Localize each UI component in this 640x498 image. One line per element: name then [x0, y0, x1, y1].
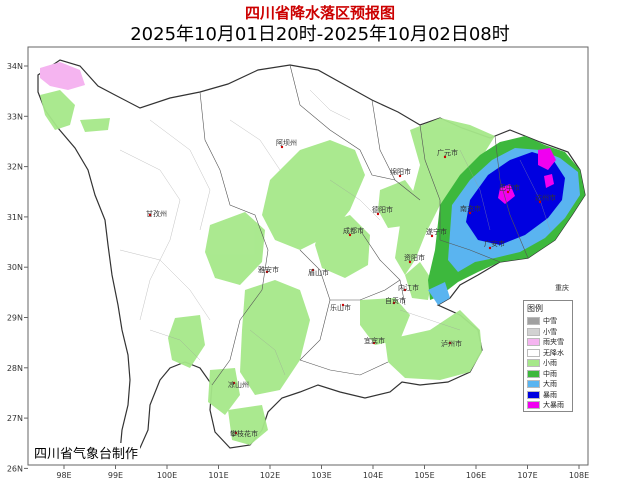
city-label: 广元市	[437, 148, 458, 157]
legend-label: 中雪	[543, 317, 557, 326]
legend-swatch	[527, 317, 540, 326]
rainstorm-area	[466, 152, 565, 245]
lon-tick-label: 100E	[157, 471, 177, 480]
latitude-ticks: 34N 33N 32N 31N 30N 29N 28N 27N 26N	[7, 62, 28, 473]
province-outline	[37, 59, 586, 453]
legend-swatch	[527, 359, 540, 368]
light-rain-area	[40, 90, 495, 445]
city-label: 宜宾市	[364, 336, 385, 345]
legend-item: 大雨	[524, 379, 572, 390]
lon-tick-label: 98E	[56, 471, 71, 480]
lon-tick-label: 106E	[466, 471, 486, 480]
legend-title: 图例	[527, 304, 543, 313]
city-label: 遂宁市	[426, 227, 447, 236]
prefecture-boundaries	[199, 64, 529, 386]
map-subtitle: 2025年10月01日20时-2025年10月02日08时	[130, 24, 510, 45]
city-label: 甘孜州	[146, 209, 167, 218]
legend-label: 无降水	[543, 348, 564, 357]
legend-label: 小雨	[543, 359, 557, 368]
city-label: 雅安市	[258, 265, 279, 274]
legend-label: 大暴雨	[543, 401, 564, 410]
city-label: 阿坝州	[276, 138, 297, 147]
legend: 图例 中雪 小雪雨夹雪 无降水小雨 中雨大雨 暴雨大暴雨	[523, 300, 573, 412]
legend-swatch	[527, 401, 540, 410]
legend-item: 小雨	[524, 358, 572, 369]
city-label: 泸州市	[441, 339, 462, 348]
lon-tick-label: 105E	[414, 471, 434, 480]
lat-tick-label: 29N	[7, 314, 23, 323]
city-label: 攀枝花市	[230, 429, 258, 438]
legend-label: 中雨	[543, 369, 557, 378]
legend-item: 无降水	[524, 348, 572, 359]
city-label: 眉山市	[308, 268, 329, 277]
legend-label: 大雨	[543, 380, 557, 389]
lon-tick-label: 99E	[108, 471, 123, 480]
city-label: 南充市	[460, 204, 481, 213]
legend-swatch	[527, 338, 540, 347]
lon-tick-label: 107E	[517, 471, 537, 480]
credit-text: 四川省气象台制作	[32, 443, 141, 462]
legend-label: 暴雨	[543, 390, 557, 399]
longitude-ticks: 98E 99E 100E 101E 102E 103E 104E 105E 106E 107E 10…	[56, 465, 589, 480]
city-label: 凉山州	[228, 380, 249, 389]
legend-swatch	[527, 390, 540, 399]
lat-tick-label: 31N	[7, 213, 23, 222]
city-label: 达州市	[535, 193, 556, 202]
county-boundaries	[119, 89, 551, 376]
heavy-rainstorm-area	[498, 148, 556, 204]
lat-tick-label: 33N	[7, 112, 23, 121]
lon-tick-label: 104E	[363, 471, 383, 480]
legend-item: 大暴雨	[524, 400, 572, 411]
lat-tick-label: 28N	[7, 364, 23, 373]
lat-tick-label: 34N	[7, 62, 23, 71]
lat-tick-label: 26N	[7, 464, 23, 473]
legend-swatch	[527, 369, 540, 378]
city-label: 重庆	[555, 283, 569, 292]
city-label: 广安市	[484, 239, 505, 248]
city-labels: 阿坝州 绵阳市 广元市 巴中市 达州市 南充市 德阳市 甘孜州 成都市 遂宁市 …	[146, 138, 569, 438]
legend-item: 小雪	[524, 327, 572, 338]
legend-swatch	[527, 327, 540, 336]
lon-tick-label: 108E	[569, 471, 589, 480]
legend-label: 雨夹雪	[543, 338, 564, 347]
legend-swatch	[527, 380, 540, 389]
lat-tick-label: 30N	[7, 263, 23, 272]
lon-tick-label: 103E	[311, 471, 331, 480]
lon-tick-label: 101E	[208, 471, 228, 480]
city-label: 成都市	[343, 226, 364, 235]
legend-item: 中雪	[524, 316, 572, 327]
city-label: 巴中市	[499, 183, 520, 192]
lat-tick-label: 27N	[7, 414, 23, 423]
lon-tick-label: 102E	[260, 471, 280, 480]
city-label: 德阳市	[372, 205, 393, 214]
lat-tick-label: 32N	[7, 163, 23, 172]
legend-swatch	[527, 348, 540, 357]
city-label: 乐山市	[330, 303, 351, 312]
legend-item: 雨夹雪	[524, 337, 572, 348]
city-label: 绵阳市	[390, 167, 411, 176]
city-label: 资阳市	[404, 253, 425, 262]
legend-item: 中雨	[524, 369, 572, 380]
city-label: 内江市	[398, 283, 419, 292]
legend-item: 暴雨	[524, 390, 572, 401]
city-label: 自贡市	[385, 296, 406, 305]
sleet-area	[40, 62, 85, 90]
map-title: 四川省降水落区预报图	[244, 4, 395, 22]
legend-label: 小雪	[543, 327, 557, 336]
